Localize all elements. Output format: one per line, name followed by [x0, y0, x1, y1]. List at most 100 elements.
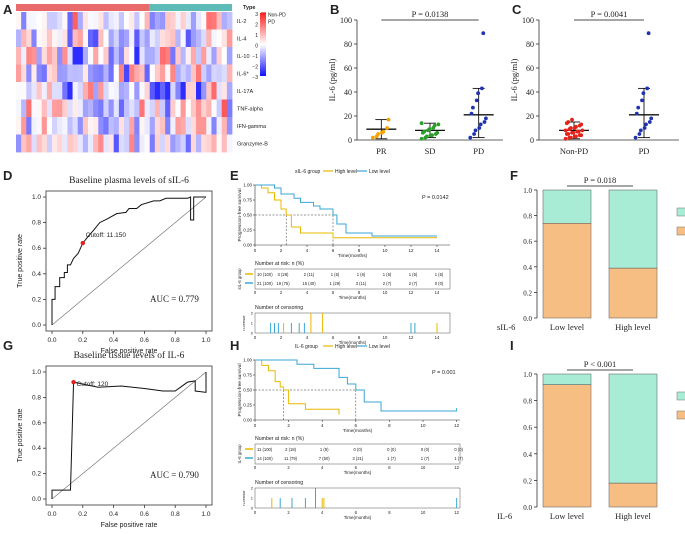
heatmap-cell	[57, 117, 63, 135]
heatmap-cell	[180, 29, 187, 48]
x-tick-label: 0.8	[171, 511, 180, 518]
bar-segment-non-pd	[542, 384, 592, 508]
heatmap-cell	[118, 64, 125, 83]
legend-label-low: Low level	[369, 169, 390, 175]
data-point	[419, 136, 424, 141]
heatmap-cell	[36, 134, 43, 153]
heatmap-cell	[144, 64, 151, 83]
heatmap-cell	[221, 82, 228, 100]
heatmap-cell	[77, 12, 84, 30]
heatmap-cell	[129, 117, 135, 135]
data-point	[477, 126, 482, 130]
heatmap-cell	[93, 29, 99, 48]
data-point	[636, 105, 641, 110]
heatmap-cell	[206, 117, 212, 135]
risk-high-value: 2 (18)	[285, 447, 297, 452]
y-axis-label: IL-6 (pg/ml)	[509, 58, 519, 101]
heatmap-colorbar	[260, 13, 266, 76]
auc-label: AUC = 0.790	[150, 470, 199, 480]
heatmap-cell	[98, 117, 104, 135]
heatmap-cell	[98, 47, 104, 65]
heatmap-cell	[139, 29, 145, 48]
heatmap-cell	[196, 134, 202, 153]
x-tick-label: Low level	[550, 322, 585, 332]
heatmap-cell	[98, 134, 104, 153]
y-tick-label: 0.6	[523, 424, 532, 432]
heatmap-cell	[62, 29, 68, 48]
y-tick-label: 1.00	[243, 358, 252, 363]
km-curve-low	[255, 359, 458, 412]
risk-high-value: 1 (6)	[383, 272, 392, 277]
legend-title: IL-6 group	[295, 344, 318, 350]
heatmap-cell	[77, 64, 84, 83]
heatmap-cell	[16, 117, 22, 135]
heatmap-cell	[211, 134, 217, 153]
heatmap-cell	[129, 82, 135, 100]
bar-segment-pd	[542, 189, 592, 224]
heatmap-cell	[201, 117, 207, 135]
heatmap-cell	[175, 29, 181, 48]
censor-y-tick-label: 1	[251, 321, 254, 326]
heatmap-cell	[201, 99, 207, 118]
heatmap-cell	[72, 99, 79, 118]
heatmap-cell	[170, 134, 176, 153]
heatmap-cell	[134, 82, 140, 100]
y-tick-label: 0.0	[523, 504, 532, 512]
y-axis-label: IL-6 (pg/ml)	[327, 58, 337, 101]
heatmap-cell	[46, 64, 53, 83]
heatmap-cell	[16, 134, 22, 153]
heatmap-cell	[144, 134, 151, 153]
heatmap-cell	[31, 134, 37, 153]
y-tick-label: 0.00	[243, 418, 252, 423]
x-tick-label: 1.0	[201, 337, 210, 344]
heatmap-cell	[31, 117, 37, 135]
risk-x-tick-label: 12	[454, 465, 459, 470]
heatmap-cell	[139, 134, 145, 153]
heatmap-cell	[52, 47, 58, 65]
heatmap-cell	[139, 12, 145, 30]
x-tick-label: 1.0	[201, 511, 210, 518]
x-tick-label: 0.4	[109, 511, 118, 518]
y-tick-label: 0.25	[243, 403, 252, 408]
heatmap-cell	[154, 134, 161, 153]
heatmap-cell	[165, 134, 171, 153]
km-curve-high	[255, 359, 340, 415]
risk-x-tick-label: 2	[287, 465, 290, 470]
risk-x-tick-label: 6	[332, 290, 335, 295]
data-point	[432, 123, 437, 128]
heatmap-cell	[165, 64, 171, 83]
diagonal-reference-line	[51, 196, 207, 326]
cutoff-label: Cutoff: 120	[77, 381, 109, 388]
risk-table-title: Number at risk: n (%)	[255, 436, 304, 442]
heatmap-cell	[67, 99, 73, 118]
censor-x-tick-label: 8	[388, 510, 391, 515]
heatmap-cell	[41, 12, 48, 30]
heatmap-cell	[72, 134, 79, 153]
data-point	[574, 134, 578, 139]
heatmap-cell	[190, 64, 197, 83]
heatmap-cell	[93, 134, 99, 153]
x-tick-label: Non-PD	[560, 146, 588, 156]
heatmap-cell	[124, 82, 130, 100]
y-tick-label: 0.75	[243, 198, 252, 203]
heatmap-cell	[216, 12, 223, 30]
heatmap-cell	[160, 64, 166, 83]
y-tick-label: 0.50	[243, 388, 252, 393]
heatmap-cell	[26, 134, 32, 153]
panel-letter-g: G	[3, 338, 13, 353]
x-tick-label: 12	[454, 423, 460, 428]
risk-x-tick-label: 6	[355, 465, 358, 470]
data-point	[568, 126, 573, 130]
heatmap-cell	[118, 47, 125, 65]
heatmap-cell	[108, 12, 115, 30]
heatmap-cells	[16, 12, 233, 153]
heatmap-cell	[82, 64, 89, 83]
heatmap-cell	[216, 82, 223, 100]
heatmap-cell	[88, 134, 94, 153]
censor-x-tick-label: 6	[332, 335, 335, 340]
y-tick-label: 0.6	[523, 238, 532, 246]
heatmap-cell	[226, 47, 233, 65]
heatmap-cell	[21, 12, 27, 30]
heatmap-cell	[26, 29, 32, 48]
data-point	[563, 136, 568, 141]
